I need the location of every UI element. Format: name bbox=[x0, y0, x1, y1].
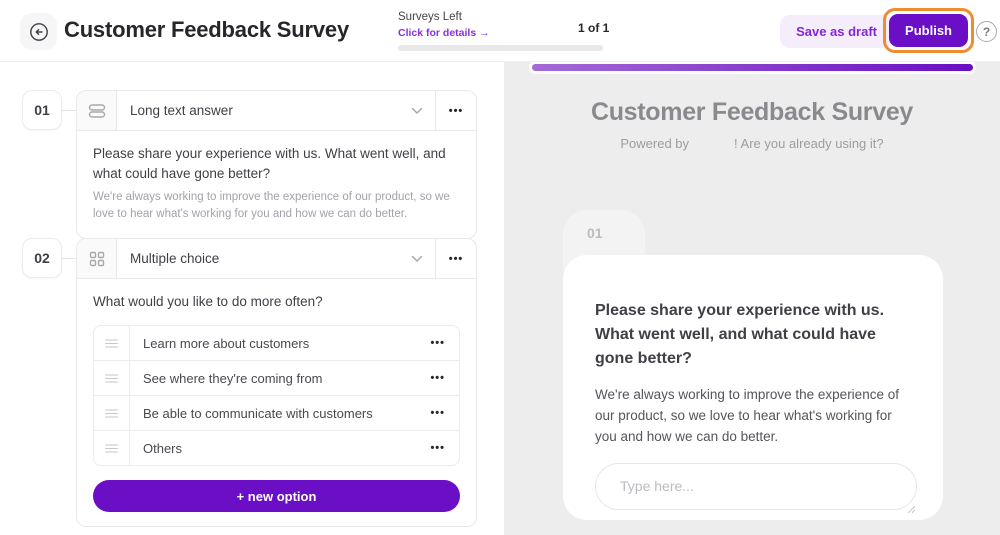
long-text-icon bbox=[88, 103, 106, 119]
drag-handle-icon[interactable] bbox=[94, 326, 130, 361]
builder-panel: 01 Long text answer ••• Please share you… bbox=[0, 62, 504, 535]
options-list: Learn more about customers ••• See where… bbox=[93, 325, 460, 467]
option-label[interactable]: See where they're coming from bbox=[143, 370, 323, 386]
app-header: Customer Feedback Survey Surveys Left Cl… bbox=[0, 0, 1000, 62]
surveys-count: 1 of 1 bbox=[578, 21, 610, 35]
question-type-icon-cell bbox=[77, 91, 117, 130]
question-type-icon-cell bbox=[77, 239, 117, 278]
question-menu-button[interactable]: ••• bbox=[436, 239, 476, 278]
question-body: Please share your experience with us. Wh… bbox=[77, 131, 476, 238]
option-menu-button[interactable]: ••• bbox=[430, 442, 459, 454]
divider bbox=[435, 91, 436, 130]
preview-question-description: We're always working to improve the expe… bbox=[595, 387, 899, 444]
powered-by-suffix: ! Are you already using it? bbox=[734, 136, 884, 151]
surveys-progress-bar bbox=[398, 45, 603, 51]
save-as-draft-button[interactable]: Save as draft bbox=[780, 15, 893, 48]
question-card-2: Multiple choice ••• What would you like … bbox=[76, 238, 477, 528]
publish-highlight-annotation: Publish bbox=[883, 8, 974, 53]
question-title-field[interactable]: What would you like to do more often? bbox=[93, 294, 323, 309]
question-connector bbox=[60, 110, 77, 111]
divider bbox=[435, 239, 436, 278]
drag-handle-icon[interactable] bbox=[94, 431, 130, 466]
page-title: Customer Feedback Survey bbox=[64, 17, 349, 42]
drag-handle-icon[interactable] bbox=[94, 396, 130, 431]
option-row: See where they're coming from ••• bbox=[93, 360, 460, 397]
surveys-left-label: Surveys Left bbox=[398, 11, 462, 23]
question-description-field[interactable]: We're always working to improve the expe… bbox=[93, 190, 450, 221]
powered-by-prefix: Powered by bbox=[620, 136, 690, 151]
preview-progress-bar bbox=[532, 64, 973, 71]
help-button[interactable]: ? bbox=[976, 21, 997, 42]
option-label[interactable]: Others bbox=[143, 440, 183, 456]
chevron-down-icon bbox=[411, 255, 435, 263]
question-mark-icon: ? bbox=[982, 24, 991, 39]
option-row: Learn more about customers ••• bbox=[93, 325, 460, 362]
question-type-select[interactable]: Multiple choice ••• bbox=[77, 239, 476, 279]
question-number-badge: 02 bbox=[22, 238, 62, 278]
question-type-select[interactable]: Long text answer ••• bbox=[77, 91, 476, 131]
preview-question-number: 01 bbox=[587, 225, 603, 241]
option-row: Be able to communicate with customers ••… bbox=[93, 395, 460, 432]
question-body: What would you like to do more often? Le… bbox=[77, 279, 476, 526]
question-number-badge: 01 bbox=[22, 90, 62, 130]
back-button[interactable] bbox=[20, 13, 57, 50]
chevron-down-icon bbox=[411, 107, 435, 115]
click-for-details-link[interactable]: Click for details → bbox=[398, 27, 490, 39]
question-type-label: Multiple choice bbox=[130, 251, 220, 266]
preview-question-title: Please share your experience with us. Wh… bbox=[595, 302, 885, 367]
question-type-label: Long text answer bbox=[130, 103, 233, 118]
question-card-1: Long text answer ••• Please share your e… bbox=[76, 90, 477, 240]
arrow-left-circle-icon bbox=[29, 22, 49, 42]
option-label[interactable]: Learn more about customers bbox=[143, 335, 310, 351]
answer-input-wrap bbox=[595, 462, 917, 515]
surveys-left-block: Surveys Left Click for details → bbox=[398, 11, 490, 41]
option-menu-button[interactable]: ••• bbox=[430, 372, 459, 384]
survey-preview-panel: Customer Feedback Survey Powered by ! Are… bbox=[504, 62, 1000, 535]
question-menu-button[interactable]: ••• bbox=[436, 91, 476, 130]
preview-powered-by: Powered by ! Are you already using it? bbox=[504, 136, 1000, 151]
drag-handle-icon[interactable] bbox=[94, 361, 130, 396]
publish-button[interactable]: Publish bbox=[889, 14, 968, 47]
option-label[interactable]: Be able to communicate with customers bbox=[143, 405, 373, 421]
option-menu-button[interactable]: ••• bbox=[430, 407, 459, 419]
question-connector bbox=[60, 258, 77, 259]
option-menu-button[interactable]: ••• bbox=[430, 337, 459, 349]
multiple-choice-grid-icon bbox=[89, 251, 105, 267]
option-row: Others ••• bbox=[93, 430, 460, 467]
add-new-option-button[interactable]: + new option bbox=[93, 480, 460, 513]
question-title-field[interactable]: Please share your experience with us. Wh… bbox=[93, 146, 446, 182]
preview-survey-title: Customer Feedback Survey bbox=[590, 98, 914, 126]
answer-textarea[interactable] bbox=[595, 462, 917, 510]
preview-question-card: Please share your experience with us. Wh… bbox=[563, 255, 943, 520]
